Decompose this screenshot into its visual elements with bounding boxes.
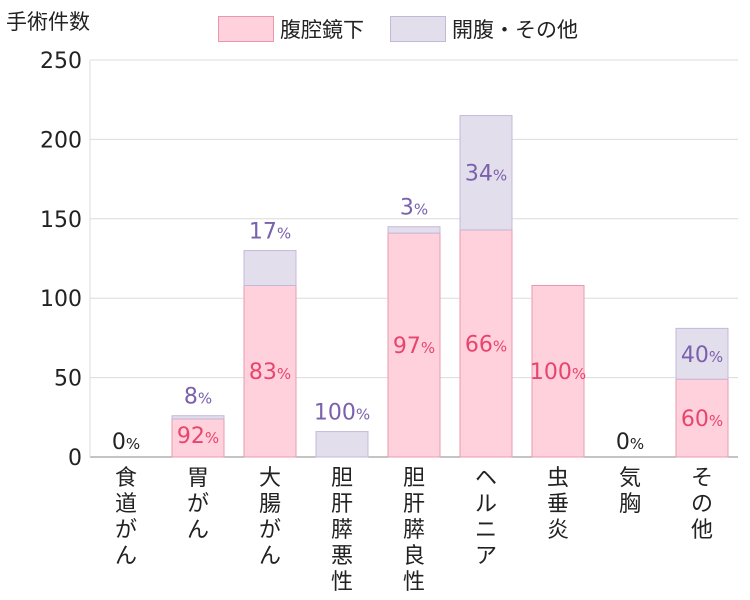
bar-laparoscopic-1 [171,418,225,458]
x-tick-label-5: ヘルニア [475,466,497,569]
legend: 腹腔鏡下 開腹・その他 [218,14,604,44]
y-tick-label-100: 100 [40,287,82,312]
data-label-open-1: 8% [184,385,212,410]
x-tick-label-4: 胆肝膵良性 [403,466,425,595]
data-label-zero-7: 0% [616,430,644,455]
y-tick-label-250: 250 [40,49,82,74]
bar-laparoscopic-4 [387,232,441,458]
bar-open-1 [171,415,225,420]
bar-laparoscopic-6 [531,284,585,458]
bar-laparoscopic-5 [459,229,513,458]
bar-open-2 [243,250,297,286]
y-tick-label-150: 150 [40,208,82,233]
y-tick-label-50: 50 [54,367,82,392]
x-tick-label-0: 食道がん [115,466,137,569]
y-tick-label-200: 200 [40,128,82,153]
legend-item-laparoscopic: 腹腔鏡下 [218,14,364,44]
legend-label-laparoscopic: 腹腔鏡下 [280,18,364,42]
bar-laparoscopic-2 [243,284,297,458]
data-label-zero-0: 0% [112,430,140,455]
x-tick-label-7: 気胸 [619,466,641,517]
y-axis-title: 手術件数 [6,10,90,34]
data-label-laparoscopic-4: 97% [393,334,435,359]
legend-item-open: 開腹・その他 [390,14,578,44]
data-label-laparoscopic-5: 66% [465,332,507,357]
data-label-open-5: 34% [465,162,507,187]
x-tick-label-1: 胃がん [187,466,209,543]
data-label-open-8: 40% [681,343,723,368]
legend-label-open: 開腹・その他 [452,18,578,42]
y-tick-label-0: 0 [68,446,82,471]
data-label-laparoscopic-6: 100% [530,360,586,385]
bar-open-8 [675,327,729,380]
legend-swatch-laparoscopic [218,16,274,42]
data-label-open-3: 100% [314,401,370,426]
bar-open-5 [459,115,513,231]
legend-swatch-open [390,16,446,42]
bar-open-3 [315,431,369,458]
data-label-laparoscopic-1: 92% [177,424,219,449]
x-tick-label-8: その他 [691,466,713,543]
data-label-laparoscopic-8: 60% [681,407,723,432]
x-tick-label-3: 胆肝膵悪性 [331,466,353,595]
data-label-laparoscopic-2: 83% [249,360,291,385]
x-tick-label-2: 大腸がん [259,466,281,569]
bar-laparoscopic-8 [675,378,729,458]
data-label-open-4: 3% [400,196,428,221]
data-label-open-2: 17% [249,220,291,245]
bar-open-4 [387,226,441,234]
x-tick-label-6: 虫垂炎 [547,466,569,543]
